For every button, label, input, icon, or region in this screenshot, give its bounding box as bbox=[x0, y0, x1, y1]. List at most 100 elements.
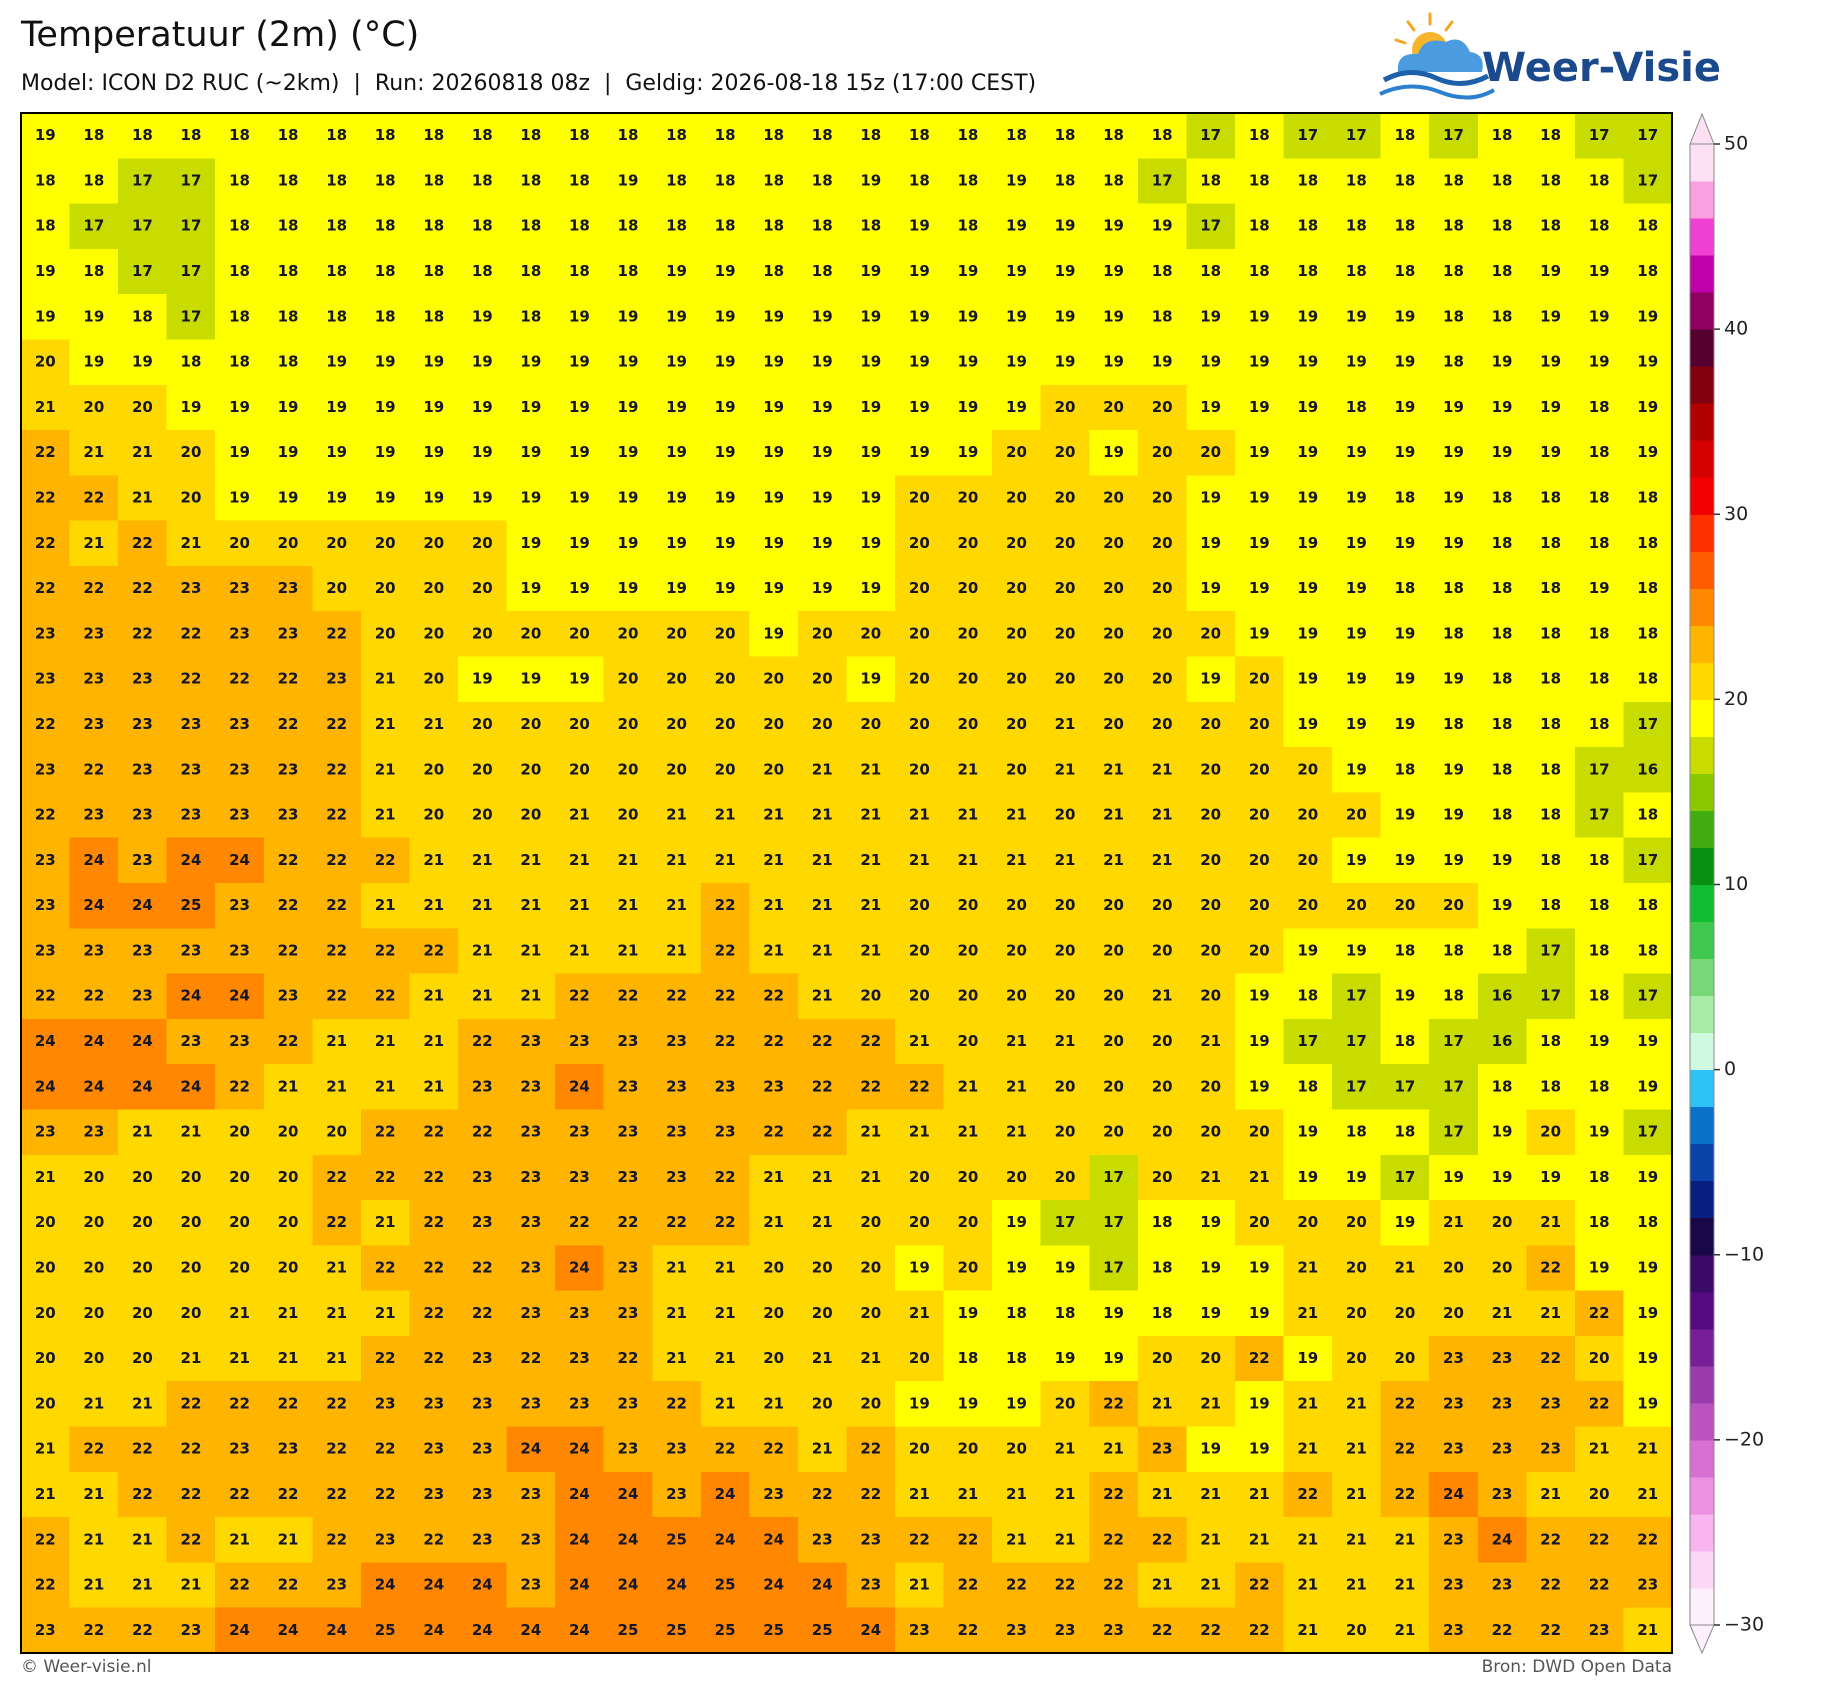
temperature-cell bbox=[21, 1562, 71, 1609]
temperature-cell bbox=[1623, 430, 1673, 476]
temperature-label: 20 bbox=[1006, 443, 1027, 461]
temperature-cell bbox=[1234, 747, 1285, 794]
temperature-cell bbox=[69, 1200, 119, 1246]
temperature-label: 20 bbox=[763, 670, 784, 688]
temperature-cell bbox=[1574, 1064, 1625, 1111]
temperature-label: 22 bbox=[1394, 1440, 1415, 1458]
temperature-cell bbox=[118, 1517, 168, 1564]
temperature-label: 18 bbox=[1346, 262, 1367, 280]
temperature-cell bbox=[1477, 248, 1527, 295]
temperature-cell bbox=[846, 1517, 896, 1564]
temperature-cell bbox=[943, 656, 993, 703]
temperature-label: 21 bbox=[715, 1349, 736, 1367]
temperature-label: 20 bbox=[1006, 715, 1027, 733]
temperature-label: 19 bbox=[666, 307, 687, 325]
temperature-label: 18 bbox=[957, 171, 978, 189]
temperature-cell bbox=[797, 1335, 848, 1382]
temperature-cell bbox=[1137, 973, 1188, 1020]
temperature-label: 18 bbox=[1152, 307, 1173, 325]
temperature-cell bbox=[215, 1018, 265, 1065]
temperature-cell bbox=[555, 520, 605, 567]
temperature-label: 24 bbox=[715, 1485, 736, 1503]
temperature-cell bbox=[1040, 113, 1090, 159]
temperature-label: 19 bbox=[957, 262, 978, 280]
temperature-cell bbox=[69, 1018, 119, 1065]
temperature-cell bbox=[1526, 883, 1576, 929]
temperature-label: 21 bbox=[1637, 1621, 1658, 1639]
temperature-label: 19 bbox=[860, 171, 881, 189]
temperature-label: 22 bbox=[83, 1440, 104, 1458]
temperature-label: 19 bbox=[1589, 353, 1610, 371]
temperature-label: 19 bbox=[520, 443, 541, 461]
temperature-cell bbox=[652, 1200, 702, 1246]
temperature-label: 23 bbox=[423, 1440, 444, 1458]
temperature-label: 20 bbox=[1103, 896, 1124, 914]
temperature-label: 22 bbox=[181, 670, 202, 688]
temperature-label: 22 bbox=[278, 1485, 299, 1503]
temperature-label: 18 bbox=[1394, 760, 1415, 778]
temperature-cell bbox=[1380, 339, 1430, 386]
temperature-label: 21 bbox=[83, 443, 104, 461]
temperature-label: 23 bbox=[618, 1032, 639, 1050]
temperature-label: 23 bbox=[472, 1077, 493, 1095]
temperature-label: 20 bbox=[520, 624, 541, 642]
temperature-label: 18 bbox=[1492, 217, 1513, 235]
temperature-cell bbox=[1040, 294, 1090, 341]
temperature-cell bbox=[1332, 1517, 1382, 1564]
temperature-cell bbox=[166, 973, 216, 1020]
temperature-cell bbox=[1186, 611, 1236, 658]
temperature-label: 19 bbox=[569, 579, 590, 597]
temperature-label: 20 bbox=[83, 1213, 104, 1231]
temperature-cell bbox=[1186, 1154, 1236, 1201]
temperature-cell bbox=[1477, 1018, 1527, 1065]
temperature-cell bbox=[1283, 294, 1333, 341]
temperature-cell bbox=[1040, 928, 1090, 975]
temperature-cell bbox=[1234, 1064, 1285, 1111]
temperature-label: 19 bbox=[957, 353, 978, 371]
temperature-label: 20 bbox=[957, 489, 978, 507]
temperature-cell bbox=[1234, 1245, 1285, 1292]
temperature-label: 20 bbox=[618, 670, 639, 688]
temperature-label: 20 bbox=[957, 896, 978, 914]
temperature-label: 22 bbox=[423, 1123, 444, 1141]
temperature-cell bbox=[1089, 1607, 1139, 1654]
temperature-cell bbox=[700, 294, 750, 341]
temperature-label: 24 bbox=[618, 1485, 639, 1503]
temperature-cell bbox=[458, 611, 508, 658]
temperature-cell bbox=[555, 1562, 605, 1609]
colorbar-band bbox=[1690, 625, 1714, 663]
temperature-cell bbox=[943, 611, 993, 658]
temperature-cell bbox=[943, 1109, 993, 1156]
temperature-cell bbox=[21, 1426, 71, 1473]
temperature-cell bbox=[1526, 1562, 1576, 1609]
temperature-label: 20 bbox=[715, 670, 736, 688]
temperature-label: 18 bbox=[1589, 987, 1610, 1005]
temperature-cell bbox=[1574, 1335, 1625, 1382]
temperature-cell bbox=[458, 475, 508, 522]
temperature-cell bbox=[1477, 611, 1527, 658]
temperature-cell bbox=[1234, 1290, 1285, 1337]
temperature-label: 23 bbox=[715, 1077, 736, 1095]
temperature-label: 21 bbox=[1297, 1304, 1318, 1322]
temperature-cell bbox=[1283, 475, 1333, 522]
temperature-label: 18 bbox=[229, 217, 250, 235]
temperature-cell bbox=[555, 430, 605, 476]
temperature-label: 19 bbox=[763, 579, 784, 597]
temperature-cell bbox=[1574, 973, 1625, 1020]
temperature-cell bbox=[1623, 294, 1673, 341]
temperature-label: 21 bbox=[278, 1077, 299, 1095]
temperature-label: 20 bbox=[375, 579, 396, 597]
temperature-cell bbox=[1429, 1290, 1479, 1337]
temperature-label: 19 bbox=[1394, 307, 1415, 325]
temperature-cell bbox=[506, 113, 556, 159]
temperature-label: 24 bbox=[181, 1077, 202, 1095]
temperature-label: 22 bbox=[666, 1394, 687, 1412]
temperature-cell bbox=[1574, 1154, 1625, 1201]
temperature-label: 24 bbox=[763, 1576, 784, 1594]
temperature-label: 23 bbox=[278, 760, 299, 778]
temperature-cell bbox=[215, 565, 265, 612]
temperature-label: 23 bbox=[229, 1440, 250, 1458]
temperature-label: 20 bbox=[326, 534, 347, 552]
temperature-label: 21 bbox=[375, 715, 396, 733]
temperature-cell bbox=[1332, 158, 1382, 205]
